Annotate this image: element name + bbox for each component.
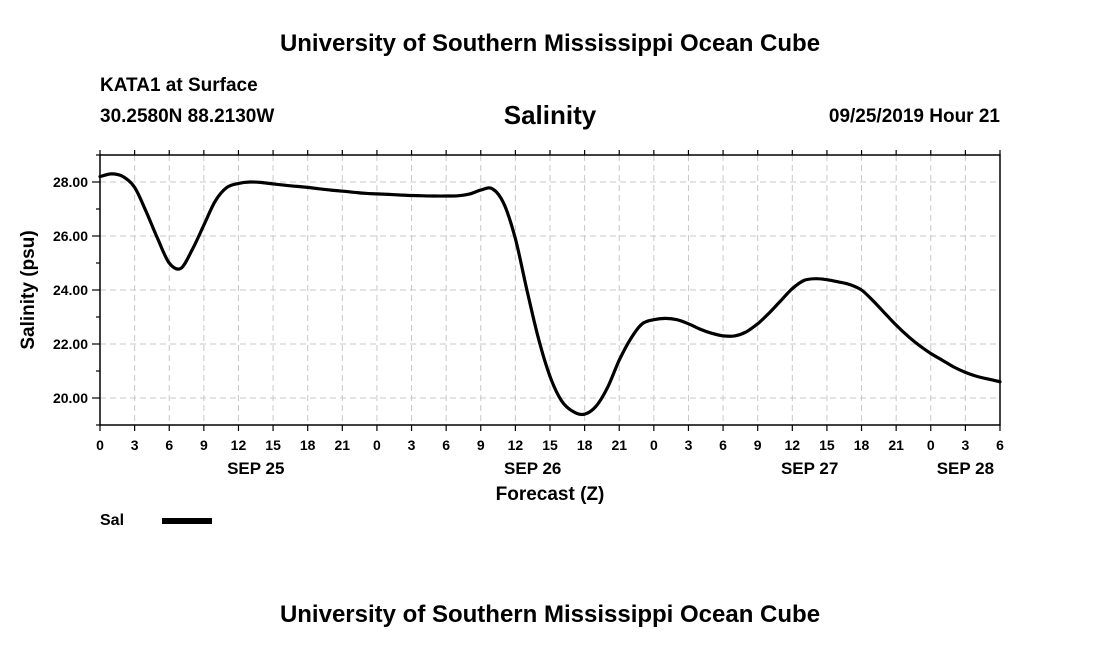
y-tick-label: 26.00 bbox=[53, 228, 88, 244]
y-tick-label: 24.00 bbox=[53, 282, 88, 298]
x-tick-label: 12 bbox=[508, 437, 524, 453]
chart-title: Salinity bbox=[503, 100, 597, 130]
date-label: SEP 28 bbox=[937, 459, 994, 478]
x-tick-label: 12 bbox=[785, 437, 801, 453]
x-tick-label: 21 bbox=[611, 437, 627, 453]
x-tick-label: 6 bbox=[996, 437, 1004, 453]
coordinates-label: 30.2580N 88.2130W bbox=[100, 106, 275, 127]
x-tick-label: 9 bbox=[200, 437, 208, 453]
x-axis-label: Forecast (Z) bbox=[496, 484, 605, 505]
x-tick-label: 0 bbox=[650, 437, 658, 453]
x-tick-label: 0 bbox=[373, 437, 381, 453]
axis-ticks bbox=[92, 150, 1001, 431]
x-tick-label: 6 bbox=[165, 437, 173, 453]
x-tick-label: 21 bbox=[335, 437, 351, 453]
legend-label: Sal bbox=[100, 512, 124, 529]
x-tick-label: 0 bbox=[927, 437, 935, 453]
x-tick-label: 6 bbox=[442, 437, 450, 453]
x-tick-label: 18 bbox=[854, 437, 870, 453]
x-tick-label: 15 bbox=[542, 437, 558, 453]
date-label: SEP 25 bbox=[227, 459, 284, 478]
x-tick-label: 15 bbox=[265, 437, 281, 453]
x-tick-label: 15 bbox=[819, 437, 835, 453]
legend: Sal bbox=[100, 512, 212, 529]
x-tick-label: 6 bbox=[719, 437, 727, 453]
x-tick-label: 3 bbox=[408, 437, 416, 453]
y-axis-label: Salinity (psu) bbox=[18, 230, 39, 349]
series-layer bbox=[98, 172, 1002, 417]
x-tick-label: 3 bbox=[131, 437, 139, 453]
y-tick-label: 28.00 bbox=[53, 174, 88, 190]
date-label: SEP 27 bbox=[781, 459, 838, 478]
x-tick-label: 9 bbox=[477, 437, 485, 453]
plot-frame bbox=[99, 154, 1001, 426]
x-tick-label: 18 bbox=[577, 437, 593, 453]
tick-labels: 0 3 6 9 12 15 18 21 0 3 6 9 12 15 18 21 0 3 6 9 12 15 18 21 0 3 6 2… bbox=[53, 174, 1004, 478]
x-tick-label: 9 bbox=[754, 437, 762, 453]
footer-title: University of Southern Mississippi Ocean… bbox=[279, 601, 821, 628]
x-tick-label: 3 bbox=[685, 437, 693, 453]
date-label: SEP 26 bbox=[504, 459, 561, 478]
x-tick-label: 3 bbox=[961, 437, 969, 453]
x-tick-label: 18 bbox=[300, 437, 316, 453]
x-tick-label: 12 bbox=[231, 437, 247, 453]
x-tick-label: 0 bbox=[96, 437, 104, 453]
x-tick-label: 21 bbox=[888, 437, 904, 453]
timestamp-label: 09/25/2019 Hour 21 bbox=[828, 106, 1000, 127]
grid-lines bbox=[100, 155, 1000, 425]
page-title: University of Southern Mississippi Ocean… bbox=[279, 30, 821, 57]
station-label: KATA1 at Surface bbox=[100, 75, 258, 96]
y-tick-label: 22.00 bbox=[53, 336, 88, 352]
series-line-sal bbox=[98, 172, 1002, 417]
y-tick-label: 20.00 bbox=[53, 390, 88, 406]
